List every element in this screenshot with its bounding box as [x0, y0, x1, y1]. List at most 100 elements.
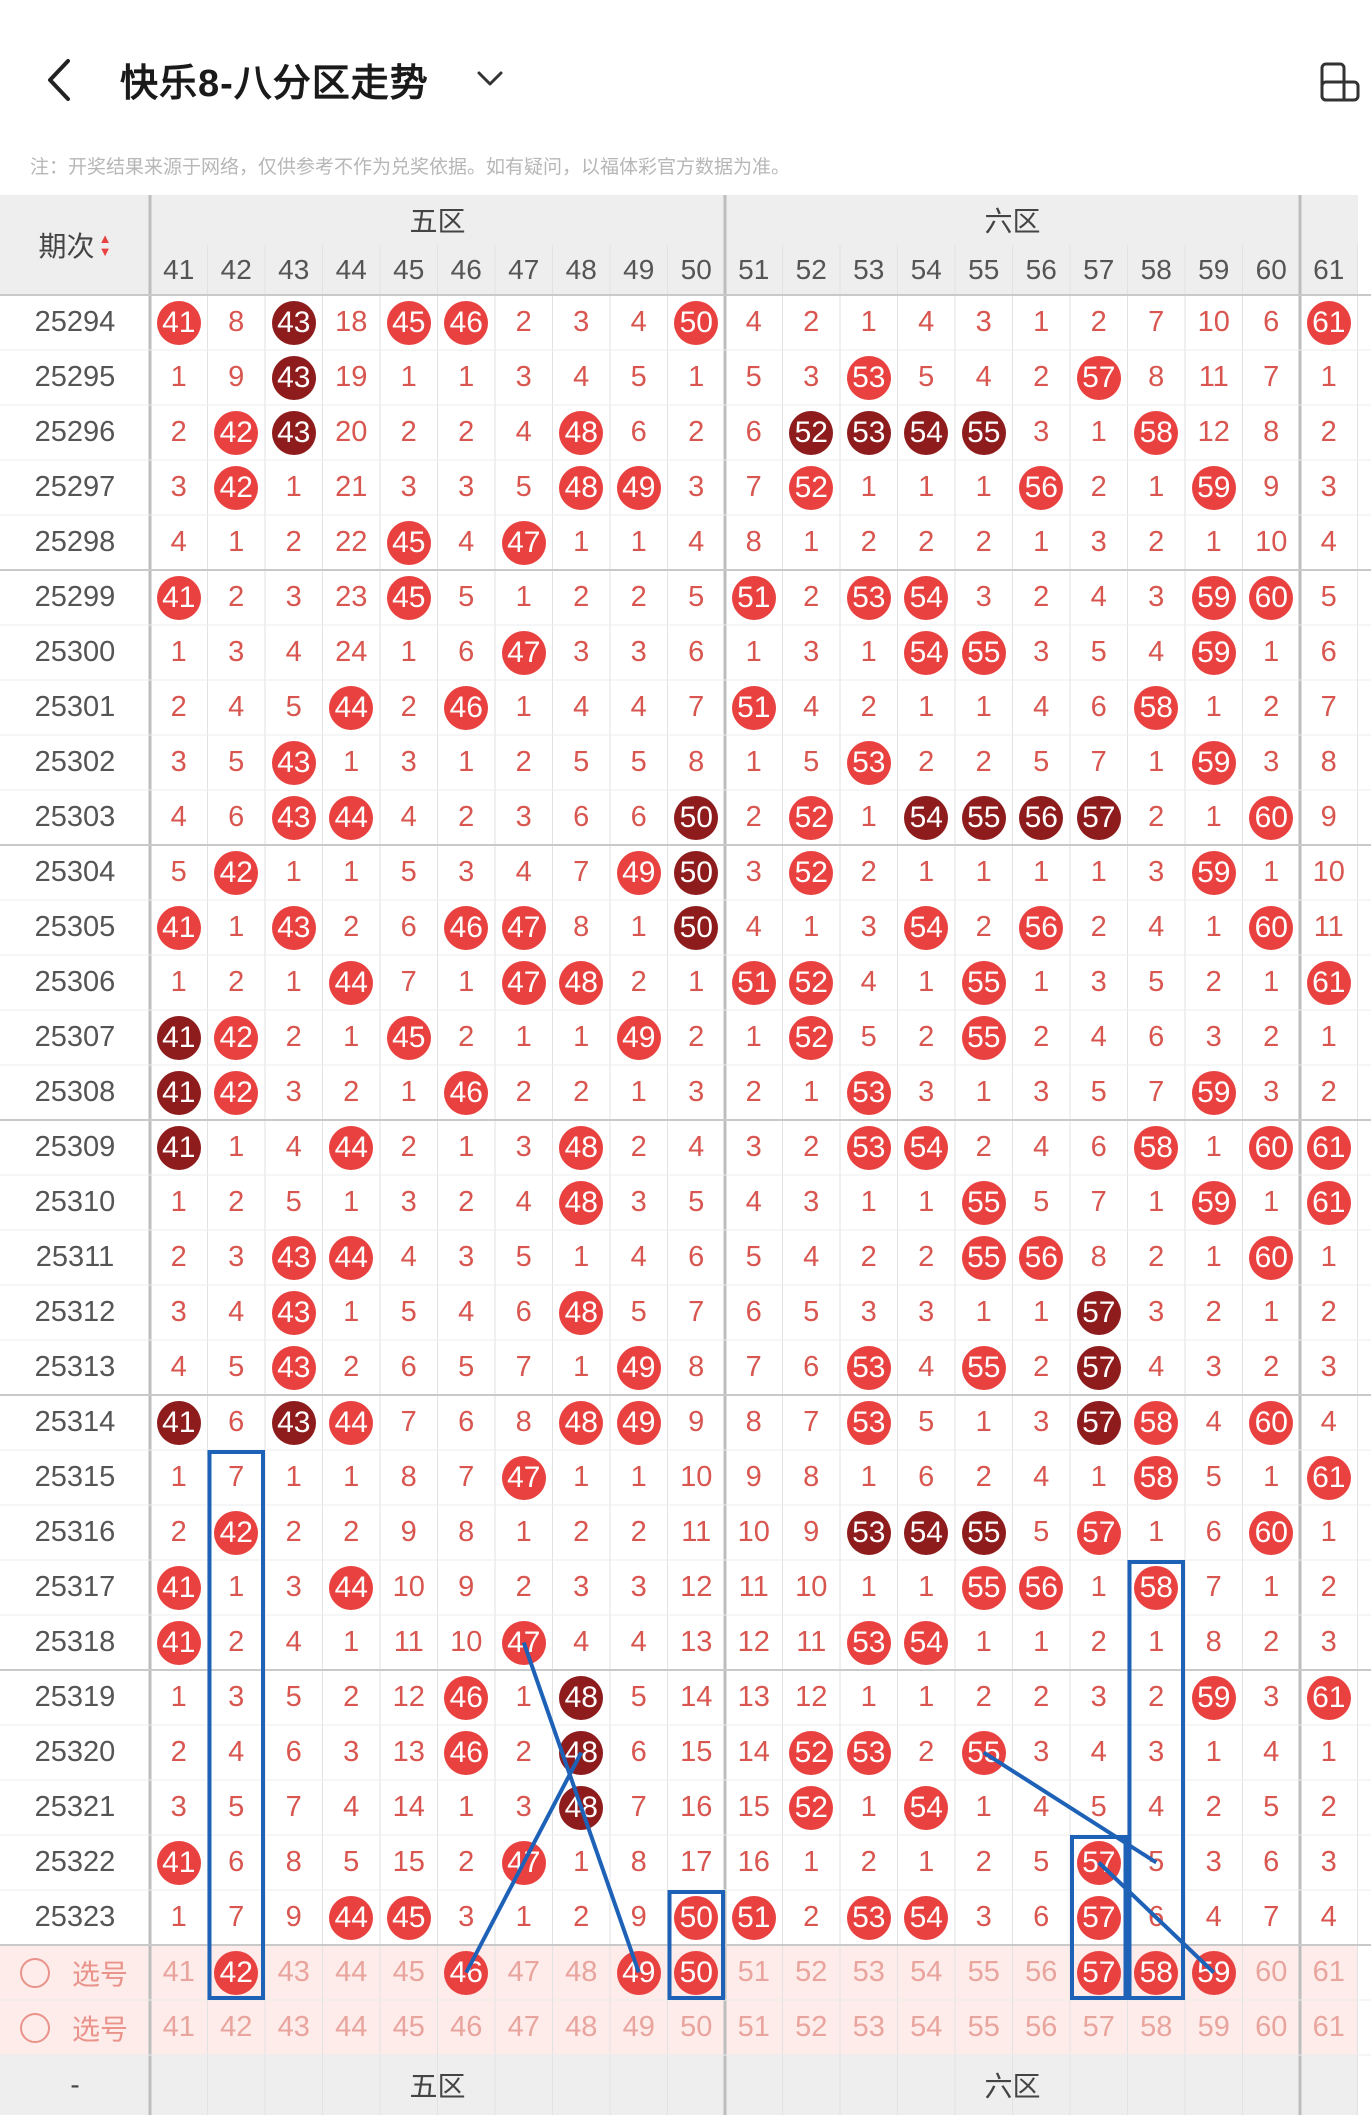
miss-count-cell: 2: [1263, 1626, 1280, 1658]
sort-icon[interactable]: ▲ ▼: [98, 231, 112, 259]
selected-number-ball[interactable]: 59: [1191, 1950, 1236, 1995]
pick-number-cell[interactable]: 45: [392, 2011, 425, 2043]
pick-number-cell[interactable]: 41: [162, 1956, 195, 1988]
drawn-number-ball: 47: [501, 1620, 546, 1665]
pick-number-cell[interactable]: 51: [737, 1956, 770, 1988]
miss-count-cell: 2: [1033, 1351, 1050, 1383]
miss-count-cell: 1: [515, 581, 532, 613]
pick-number-cell[interactable]: 51: [737, 2011, 770, 2043]
miss-count-cell: 1: [515, 691, 532, 723]
draw-number-cell: 48: [553, 460, 611, 515]
drawn-number-ball: 48: [559, 1290, 604, 1335]
miss-count-cell: 1: [745, 746, 762, 778]
pick-number-cell[interactable]: 58: [1128, 1945, 1186, 2000]
pick-number-cell[interactable]: 49: [610, 1945, 668, 2000]
miss-count-cell: 6: [688, 636, 705, 668]
pick-number-cell[interactable]: 59: [1197, 2011, 1230, 2043]
draw-number-cell: 44: [323, 1120, 381, 1175]
pick-number-cell[interactable]: 44: [335, 2011, 368, 2043]
pick-number-cell[interactable]: 61: [1312, 1956, 1345, 1988]
miss-count-cell: 2: [1263, 1021, 1280, 1053]
miss-count-cell: 1: [1090, 416, 1107, 448]
selected-number-ball[interactable]: 46: [444, 1950, 489, 1995]
pick-number-cell[interactable]: 49: [622, 2011, 655, 2043]
pick-number-cell[interactable]: 61: [1312, 2011, 1345, 2043]
pick-number-cell[interactable]: 60: [1255, 1956, 1288, 1988]
column-header-45: 45: [380, 245, 438, 295]
back-button[interactable]: [40, 55, 80, 105]
miss-count-cell: 4: [1205, 1901, 1222, 1933]
pick-number-cell[interactable]: 48: [565, 1956, 598, 1988]
drawn-number-ball: 56: [1019, 795, 1064, 840]
pick-number-cell[interactable]: 59: [1185, 1945, 1243, 2000]
period-header[interactable]: 期次 ▲ ▼: [0, 195, 150, 295]
miss-count-cell: 3: [860, 1296, 877, 1328]
selected-number-ball[interactable]: 50: [674, 1950, 719, 1995]
radio-circle-icon[interactable]: [20, 1957, 50, 1988]
selected-number-ball[interactable]: 49: [616, 1950, 661, 1995]
miss-count-cell: 3: [285, 1571, 302, 1603]
drawn-number-ball: 45: [386, 520, 431, 565]
title-dropdown-button[interactable]: [475, 66, 505, 90]
selected-number-ball[interactable]: 42: [214, 1950, 259, 1995]
pick-row-label[interactable]: 选号: [0, 2000, 150, 2055]
pick-number-cell[interactable]: 50: [668, 1945, 726, 2000]
miss-count-cell: 2: [1090, 1626, 1107, 1658]
miss-count-cell: 3: [285, 581, 302, 613]
pick-number-cell[interactable]: 54: [910, 1956, 943, 1988]
device-toggle-button[interactable]: [1318, 60, 1362, 104]
pick-number-cell[interactable]: 55: [967, 2011, 1000, 2043]
draw-number-cell: 44: [323, 955, 381, 1010]
miss-count-cell: 1: [228, 1131, 245, 1163]
miss-count-cell: 4: [1148, 911, 1165, 943]
drawn-number-ball: 44: [329, 795, 374, 840]
pick-number-cell[interactable]: 56: [1025, 1956, 1058, 1988]
pick-number-cell[interactable]: 53: [852, 1956, 885, 1988]
period-cell: 25301: [34, 691, 116, 723]
pick-number-cell[interactable]: 46: [450, 2011, 483, 2043]
pick-number-cell[interactable]: 48: [565, 2011, 598, 2043]
miss-count-cell: 3: [1033, 1076, 1050, 1108]
miss-count-cell: 5: [1263, 1791, 1280, 1823]
miss-count-cell: 1: [285, 1461, 302, 1493]
pick-number-cell[interactable]: 52: [795, 2011, 828, 2043]
pick-number-cell[interactable]: 57: [1082, 2011, 1115, 2043]
pick-number-cell[interactable]: 46: [438, 1945, 496, 2000]
pick-number-cell[interactable]: 57: [1070, 1945, 1128, 2000]
miss-count-cell: 1: [1033, 856, 1050, 888]
miss-count-cell: 5: [458, 1351, 475, 1383]
pick-number-cell[interactable]: 52: [795, 1956, 828, 1988]
miss-count-cell: 3: [1148, 1736, 1165, 1768]
pick-number-cell[interactable]: 41: [162, 2011, 195, 2043]
pick-number-cell[interactable]: 50: [680, 2011, 713, 2043]
draw-number-cell: 42: [208, 460, 266, 515]
drawn-number-ball: 53: [846, 410, 891, 455]
pick-number-cell[interactable]: 60: [1255, 2011, 1288, 2043]
miss-count-cell: 4: [630, 1626, 647, 1658]
pick-number-cell[interactable]: 42: [208, 1945, 266, 2000]
pick-number-cell[interactable]: 43: [277, 1956, 310, 1988]
pick-number-cell[interactable]: 45: [392, 1956, 425, 1988]
selected-number-ball[interactable]: 57: [1076, 1950, 1121, 1995]
draw-number-cell: 57: [1070, 790, 1128, 845]
pick-number-cell[interactable]: 56: [1025, 2011, 1058, 2043]
miss-count-cell: 1: [573, 1021, 590, 1053]
miss-count-cell: 1: [803, 1846, 820, 1878]
pick-number-cell[interactable]: 44: [335, 1956, 368, 1988]
draw-number-cell: 50: [668, 295, 726, 350]
pick-number-cell[interactable]: 47: [507, 1956, 540, 1988]
miss-count-cell: 4: [170, 526, 187, 558]
miss-count-cell: 1: [170, 966, 187, 998]
radio-circle-icon[interactable]: [20, 2012, 50, 2043]
pick-number-cell[interactable]: 43: [277, 2011, 310, 2043]
draw-number-cell: 52: [783, 1725, 841, 1780]
pick-number-cell[interactable]: 55: [967, 1956, 1000, 1988]
pick-number-cell[interactable]: 53: [852, 2011, 885, 2043]
pick-number-cell[interactable]: 54: [910, 2011, 943, 2043]
pick-row-label[interactable]: 选号: [0, 1945, 150, 2000]
pick-number-cell[interactable]: 42: [220, 2011, 253, 2043]
pick-number-cell[interactable]: 58: [1140, 2011, 1173, 2043]
draw-number-cell: 46: [438, 680, 496, 735]
selected-number-ball[interactable]: 58: [1134, 1950, 1179, 1995]
pick-number-cell[interactable]: 47: [507, 2011, 540, 2043]
